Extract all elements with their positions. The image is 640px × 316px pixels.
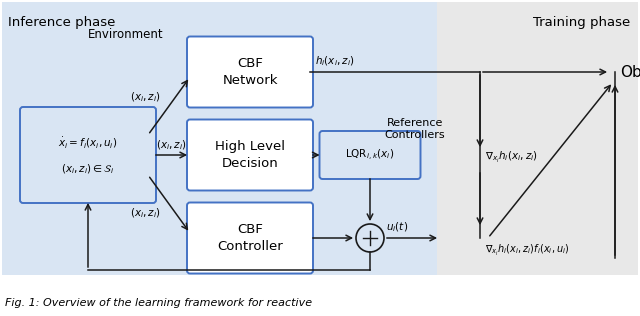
Text: $h_i(x_i, z_i)$: $h_i(x_i, z_i)$	[315, 54, 355, 68]
Text: High Level
Decision: High Level Decision	[215, 140, 285, 170]
Text: CBF
Controller: CBF Controller	[217, 223, 283, 253]
Text: $\nabla_{x_i} h_i(x_i, z_i)$: $\nabla_{x_i} h_i(x_i, z_i)$	[485, 149, 538, 165]
Text: $(x_i, z_i)$: $(x_i, z_i)$	[156, 138, 187, 152]
Text: $u_i(t)$: $u_i(t)$	[386, 220, 408, 234]
Text: Training phase: Training phase	[532, 16, 630, 29]
Text: Environment: Environment	[88, 28, 164, 41]
Text: $\nabla_{x_i} h_i(x_i, z_i) f_i(x_i, u_i)$: $\nabla_{x_i} h_i(x_i, z_i) f_i(x_i, u_i…	[485, 243, 570, 258]
Text: Inference phase: Inference phase	[8, 16, 115, 29]
Text: $\mathrm{LQR}_{i,k}(x_i)$: $\mathrm{LQR}_{i,k}(x_i)$	[346, 148, 395, 162]
Text: CBF
Network: CBF Network	[222, 57, 278, 87]
Text: $(x_i, z_i)$: $(x_i, z_i)$	[131, 206, 161, 220]
Bar	[2, 2, 437, 275]
Text: Objective: Objective	[620, 64, 640, 80]
Text: $(x_i, z_i) \in \mathcal{S}_i$: $(x_i, z_i) \in \mathcal{S}_i$	[61, 162, 115, 176]
Bar	[437, 2, 638, 275]
Text: Reference
Controllers: Reference Controllers	[385, 118, 445, 140]
Text: $\dot{x}_i = f_i(x_i, u_i)$: $\dot{x}_i = f_i(x_i, u_i)$	[58, 136, 118, 150]
FancyBboxPatch shape	[187, 37, 313, 107]
Text: Fig. 1: Overview of the learning framework for reactive: Fig. 1: Overview of the learning framewo…	[5, 298, 312, 308]
Text: $(x_i, z_i)$: $(x_i, z_i)$	[131, 90, 161, 104]
FancyBboxPatch shape	[20, 107, 156, 203]
FancyBboxPatch shape	[319, 131, 420, 179]
FancyBboxPatch shape	[187, 119, 313, 191]
FancyBboxPatch shape	[187, 203, 313, 274]
